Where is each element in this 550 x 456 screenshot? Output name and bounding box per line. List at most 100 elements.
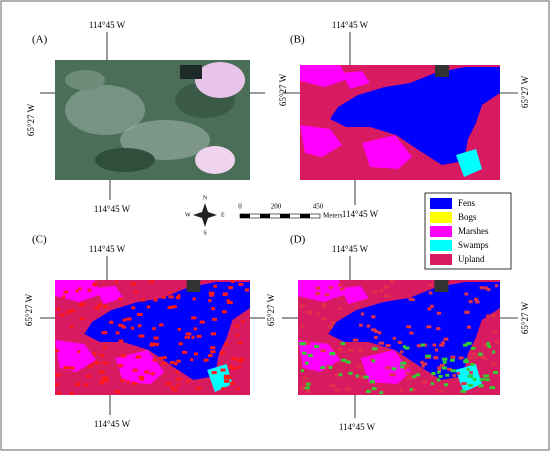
- scale-label: 450: [313, 203, 324, 211]
- speckle: [329, 384, 336, 388]
- speckle: [328, 285, 334, 289]
- speckle: [334, 373, 339, 377]
- speckle: [236, 386, 240, 390]
- speckle: [117, 364, 124, 368]
- speckle: [372, 359, 376, 363]
- speckle: [97, 303, 103, 307]
- speckle: [437, 389, 444, 393]
- speckle: [324, 293, 330, 297]
- coord-left: 65°27 W: [266, 293, 276, 326]
- speckle: [304, 386, 310, 390]
- speckle: [79, 317, 85, 321]
- speckle: [443, 337, 449, 341]
- speckle: [168, 295, 174, 299]
- speckle: [470, 363, 475, 367]
- speckle: [383, 285, 389, 289]
- speckle: [77, 350, 81, 354]
- speckle: [492, 330, 498, 334]
- speckle: [177, 327, 181, 331]
- speckle: [191, 316, 197, 320]
- speckle: [398, 388, 403, 392]
- coord-left: 65°27 W: [24, 293, 34, 326]
- coord-left: 65°27 W: [26, 103, 36, 136]
- speckle: [144, 370, 150, 374]
- speckle: [402, 345, 407, 349]
- speckle: [409, 388, 413, 392]
- class-map: [300, 65, 500, 180]
- speckle: [437, 370, 441, 374]
- speckle: [431, 372, 436, 376]
- speckle: [138, 334, 145, 338]
- speckle: [236, 358, 240, 362]
- speckle: [340, 358, 347, 362]
- speckle: [169, 291, 173, 295]
- speckle: [371, 347, 378, 351]
- speckle: [103, 378, 109, 382]
- panel-label: (C): [32, 234, 47, 246]
- speckle: [441, 366, 447, 370]
- speckle: [469, 356, 474, 360]
- speckle: [223, 376, 230, 380]
- speckle: [175, 377, 182, 381]
- coord-top: 114°45 W: [332, 244, 369, 254]
- speckle: [369, 380, 375, 384]
- speckle: [321, 304, 326, 308]
- speckle: [483, 357, 488, 361]
- speckle: [308, 353, 313, 357]
- speckle: [153, 298, 158, 302]
- speckle: [210, 346, 216, 350]
- speckle: [469, 371, 473, 375]
- speckle: [196, 334, 202, 338]
- speckle: [352, 338, 359, 342]
- speckle: [445, 373, 450, 377]
- speckle: [193, 327, 198, 331]
- speckle: [66, 310, 71, 314]
- speckle: [399, 365, 405, 369]
- speckle: [238, 359, 244, 363]
- speckle: [397, 340, 403, 344]
- speckle: [304, 341, 311, 345]
- class-map: [55, 280, 250, 395]
- speckle: [337, 283, 342, 287]
- legend-swatch: [430, 226, 452, 237]
- speckle: [300, 369, 304, 373]
- speckle: [185, 332, 192, 336]
- speckle: [69, 325, 74, 329]
- speckle: [208, 354, 213, 358]
- speckle: [192, 297, 196, 301]
- speckle: [237, 341, 243, 345]
- speckle: [209, 293, 214, 297]
- speckle: [464, 310, 470, 314]
- speckle: [404, 364, 410, 368]
- speckle: [471, 352, 476, 356]
- speckle: [447, 367, 452, 371]
- speckle: [327, 325, 333, 329]
- speckle: [477, 352, 483, 356]
- speckle: [486, 288, 491, 292]
- speckle: [208, 291, 215, 295]
- speckle: [433, 356, 439, 360]
- speckle: [338, 373, 343, 377]
- speckle: [389, 373, 396, 377]
- coord-bottom: 114°45 W: [94, 204, 131, 214]
- coord-top: 114°45 W: [89, 20, 126, 30]
- speckle: [464, 358, 468, 362]
- speckle: [134, 290, 138, 294]
- speckle: [403, 366, 408, 370]
- speckle: [241, 320, 245, 324]
- speckle: [196, 386, 202, 390]
- speckle: [377, 331, 382, 335]
- speckle: [366, 324, 371, 328]
- legend-label: Upland: [458, 254, 485, 264]
- speckle: [126, 317, 132, 321]
- speckle: [220, 368, 226, 372]
- speckle: [385, 366, 391, 370]
- speckle: [101, 331, 108, 335]
- speckle: [55, 383, 59, 387]
- speckle: [93, 352, 97, 356]
- compass: N S E W: [185, 195, 225, 236]
- speckle: [93, 360, 98, 364]
- speckle: [244, 288, 250, 292]
- speckle: [329, 352, 336, 356]
